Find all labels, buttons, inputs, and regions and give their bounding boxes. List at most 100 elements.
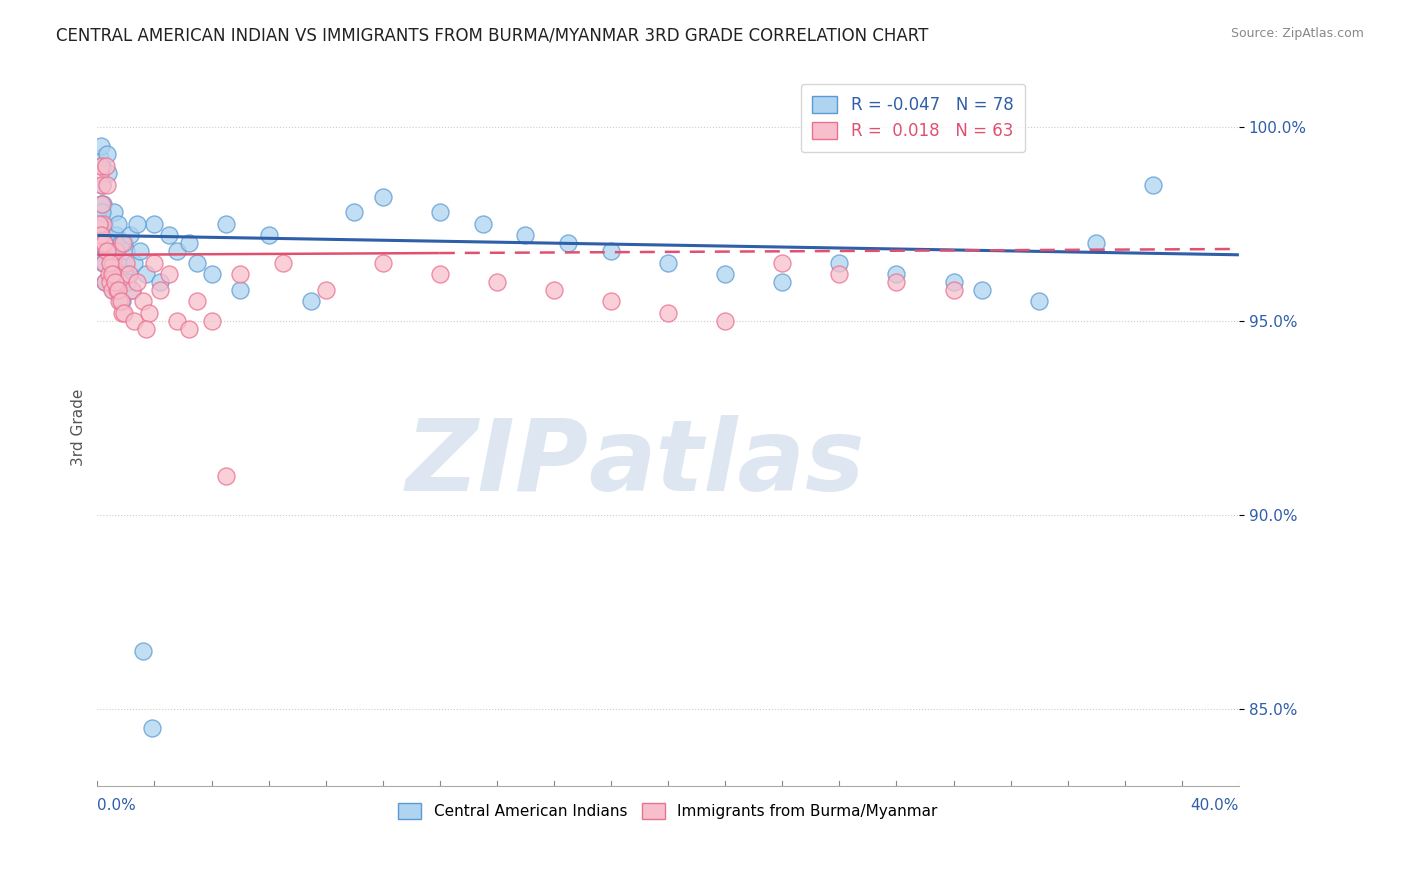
Point bbox=[107, 294, 129, 309]
Text: 40.0%: 40.0% bbox=[1191, 798, 1239, 814]
Point bbox=[96, 244, 118, 258]
Point bbox=[100, 283, 122, 297]
Point bbox=[157, 267, 180, 281]
Point bbox=[124, 314, 146, 328]
Point bbox=[101, 283, 124, 297]
Point bbox=[90, 228, 112, 243]
Point bbox=[94, 159, 117, 173]
Point bbox=[118, 267, 141, 281]
Point bbox=[107, 217, 129, 231]
Point bbox=[1142, 178, 1164, 192]
Point bbox=[543, 283, 565, 297]
Point bbox=[110, 236, 132, 251]
Point bbox=[87, 228, 110, 243]
Point bbox=[657, 306, 679, 320]
Point bbox=[118, 267, 141, 281]
Point bbox=[157, 228, 180, 243]
Point bbox=[112, 267, 135, 281]
Point bbox=[90, 159, 112, 173]
Point bbox=[89, 217, 111, 231]
Point bbox=[114, 236, 136, 251]
Point bbox=[714, 267, 737, 281]
Point bbox=[103, 205, 125, 219]
Point bbox=[135, 267, 157, 281]
Point bbox=[229, 283, 252, 297]
Point bbox=[515, 228, 537, 243]
Point bbox=[100, 267, 122, 281]
Point bbox=[127, 275, 149, 289]
Point bbox=[120, 228, 142, 243]
Point bbox=[93, 236, 115, 251]
Point bbox=[97, 236, 120, 251]
Y-axis label: 3rd Grade: 3rd Grade bbox=[72, 389, 86, 467]
Point bbox=[942, 275, 965, 289]
Point bbox=[828, 267, 851, 281]
Point bbox=[371, 189, 394, 203]
Point bbox=[97, 267, 120, 281]
Point bbox=[257, 228, 280, 243]
Point bbox=[104, 275, 127, 289]
Point bbox=[110, 294, 132, 309]
Point bbox=[110, 294, 132, 309]
Point bbox=[93, 236, 115, 251]
Point bbox=[112, 236, 135, 251]
Point bbox=[1028, 294, 1050, 309]
Text: Source: ZipAtlas.com: Source: ZipAtlas.com bbox=[1230, 27, 1364, 40]
Point bbox=[141, 721, 163, 735]
Point bbox=[91, 178, 114, 192]
Point bbox=[98, 275, 121, 289]
Point bbox=[215, 469, 238, 483]
Text: ZIP: ZIP bbox=[405, 415, 588, 512]
Point bbox=[177, 236, 200, 251]
Point bbox=[299, 294, 322, 309]
Point bbox=[970, 283, 993, 297]
Point bbox=[485, 275, 508, 289]
Point bbox=[149, 275, 172, 289]
Point bbox=[89, 217, 111, 231]
Point bbox=[557, 236, 579, 251]
Point bbox=[108, 275, 131, 289]
Text: atlas: atlas bbox=[588, 415, 865, 512]
Point bbox=[166, 244, 188, 258]
Point bbox=[229, 267, 252, 281]
Point bbox=[90, 178, 112, 192]
Point bbox=[98, 255, 121, 269]
Point bbox=[471, 217, 494, 231]
Point bbox=[186, 255, 208, 269]
Point bbox=[770, 255, 793, 269]
Point bbox=[371, 255, 394, 269]
Point bbox=[94, 275, 117, 289]
Point bbox=[105, 244, 128, 258]
Point bbox=[166, 314, 188, 328]
Point bbox=[186, 294, 208, 309]
Point bbox=[89, 151, 111, 165]
Point bbox=[90, 159, 112, 173]
Point bbox=[143, 255, 166, 269]
Text: 0.0%: 0.0% bbox=[97, 798, 136, 814]
Point bbox=[115, 244, 138, 258]
Point bbox=[112, 255, 135, 269]
Point bbox=[200, 314, 222, 328]
Point bbox=[105, 283, 128, 297]
Point bbox=[132, 643, 155, 657]
Point bbox=[343, 205, 366, 219]
Point bbox=[135, 321, 157, 335]
Point bbox=[87, 228, 110, 243]
Point bbox=[271, 255, 294, 269]
Text: CENTRAL AMERICAN INDIAN VS IMMIGRANTS FROM BURMA/MYANMAR 3RD GRADE CORRELATION C: CENTRAL AMERICAN INDIAN VS IMMIGRANTS FR… bbox=[56, 27, 928, 45]
Point bbox=[91, 217, 114, 231]
Point bbox=[215, 217, 238, 231]
Point bbox=[93, 228, 115, 243]
Point bbox=[886, 275, 908, 289]
Point bbox=[600, 244, 623, 258]
Point bbox=[97, 166, 120, 180]
Point bbox=[93, 255, 115, 269]
Point bbox=[107, 267, 129, 281]
Point bbox=[149, 283, 172, 297]
Point bbox=[132, 294, 155, 309]
Point bbox=[89, 236, 111, 251]
Point bbox=[1085, 236, 1108, 251]
Legend: Central American Indians, Immigrants from Burma/Myanmar: Central American Indians, Immigrants fro… bbox=[392, 797, 943, 825]
Point bbox=[101, 267, 124, 281]
Point bbox=[110, 306, 132, 320]
